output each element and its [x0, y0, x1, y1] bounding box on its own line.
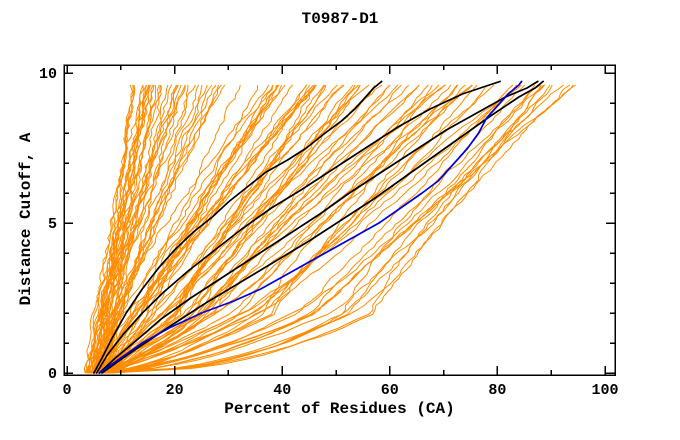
y-tick-label: 10	[39, 66, 57, 83]
x-tick-label: 0	[62, 382, 71, 399]
highlight-black-2-curve	[95, 80, 501, 374]
model-curve	[94, 84, 197, 374]
model-curve	[103, 84, 440, 374]
model-curve	[83, 84, 186, 374]
y-tick-label: 0	[48, 366, 57, 383]
highlight-black-3-curve	[98, 80, 539, 374]
model-curve	[102, 84, 345, 374]
model-curve	[103, 84, 286, 374]
model-curve	[101, 84, 574, 374]
model-curve	[109, 84, 315, 374]
model-curve	[85, 84, 213, 374]
model-curve	[84, 85, 135, 374]
model-curve	[90, 84, 150, 374]
axis-ticks	[64, 65, 615, 375]
x-tick-label: 40	[273, 382, 291, 399]
model-curve	[109, 84, 283, 374]
tick-labels: 0 20 40 60 80 100 0 5 10	[39, 66, 619, 399]
model-curve	[96, 84, 293, 374]
model-curve	[88, 84, 495, 374]
model-curve	[96, 84, 157, 374]
model-curve	[110, 84, 433, 374]
x-axis-title: Percent of Residues (CA)	[224, 400, 455, 418]
model-curve	[93, 84, 370, 374]
model-curve	[101, 84, 553, 374]
model-curve	[87, 84, 473, 374]
model-curve	[92, 84, 526, 374]
page-title: T0987-D1	[301, 10, 379, 28]
model-curve	[98, 84, 545, 374]
model-curve	[103, 84, 473, 374]
model-curve	[100, 84, 541, 374]
highlighted-curves	[93, 80, 544, 374]
model-curve	[94, 84, 576, 374]
model-curve	[88, 84, 518, 374]
model-curve	[107, 84, 208, 374]
model-curve	[101, 84, 399, 374]
model-curve	[109, 84, 326, 374]
highlight-black-1-curve	[93, 80, 383, 374]
model-curve	[97, 84, 315, 374]
model-curve	[88, 84, 354, 374]
model-curve	[91, 84, 144, 374]
model-curve	[88, 84, 518, 374]
x-tick-label: 60	[381, 382, 399, 399]
model-curve	[90, 84, 169, 374]
x-tick-label: 100	[591, 382, 618, 399]
model-curve	[99, 84, 459, 374]
model-curve	[95, 84, 327, 374]
model-curve	[105, 84, 542, 374]
model-curve	[88, 84, 466, 374]
ensemble-curves	[83, 84, 576, 374]
model-curve	[95, 84, 514, 374]
model-curve	[90, 84, 446, 374]
model-curve	[85, 84, 473, 374]
y-axis-title: Distance Cutoff, A	[17, 132, 35, 306]
model-curve	[102, 84, 551, 374]
model-curve	[88, 84, 452, 374]
x-tick-label: 80	[488, 382, 506, 399]
plot-frame	[63, 64, 616, 376]
model-curve	[99, 84, 178, 374]
model-curve	[89, 84, 270, 374]
model-curve	[99, 84, 160, 374]
model-curve	[102, 84, 203, 374]
model-curve	[109, 84, 571, 374]
model-curve	[98, 84, 179, 374]
model-curve	[95, 84, 217, 374]
highlight-blue-curve	[98, 80, 523, 374]
model-curve	[104, 84, 279, 374]
model-curve	[91, 84, 274, 374]
model-curve	[105, 84, 458, 374]
x-tick-label: 20	[166, 382, 184, 399]
y-tick-label: 5	[48, 216, 57, 233]
model-curve	[109, 84, 311, 374]
